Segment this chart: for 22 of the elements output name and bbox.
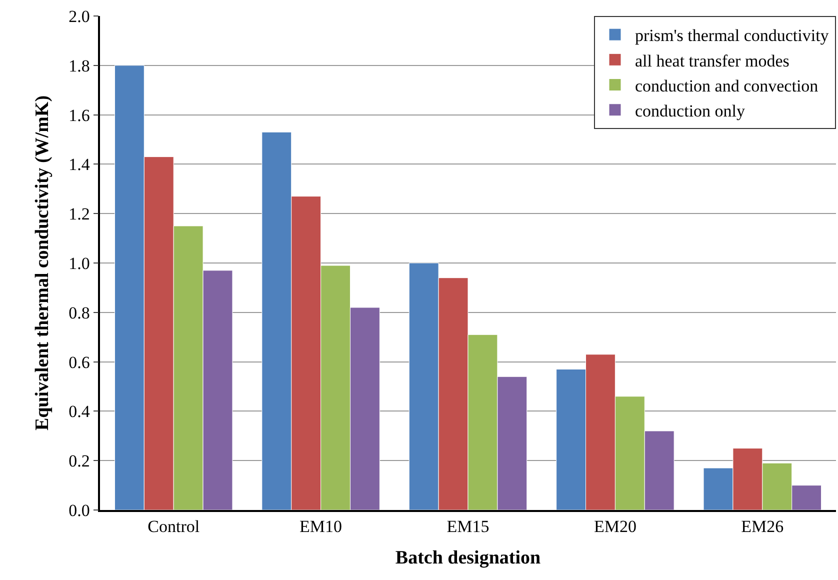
x-tick-label: Control — [148, 517, 200, 536]
x-tick-label: EM15 — [446, 517, 490, 536]
y-axis-title: Equivalent thermal conductivity (W/mK) — [32, 95, 53, 431]
y-tick-label: 2.0 — [68, 6, 90, 26]
y-tick-label: 0.4 — [68, 402, 90, 422]
legend-label: all heat transfer modes — [635, 51, 790, 70]
y-tick-label: 0.0 — [68, 500, 90, 520]
y-tick-label: 1.6 — [68, 106, 90, 125]
y-tick-label: 0.2 — [68, 452, 90, 471]
legend-label: prism's thermal conductivity — [635, 26, 830, 46]
x-tick-label: EM26 — [741, 517, 784, 536]
legend-label: conduction only — [635, 101, 746, 120]
x-axis-title: Batch designation — [395, 547, 542, 568]
x-tick-label: EM20 — [594, 517, 636, 536]
y-tick-label: 0.8 — [68, 303, 90, 322]
y-tick-label: 1.2 — [68, 204, 90, 224]
y-tick-label: 0.6 — [68, 352, 90, 372]
y-tick-label: 1.8 — [68, 56, 90, 76]
x-tick-label: EM10 — [300, 517, 342, 536]
y-tick-label: 1.0 — [68, 254, 90, 273]
legend-label: conduction and convection — [635, 76, 819, 96]
y-tick-label: 1.4 — [68, 155, 90, 174]
